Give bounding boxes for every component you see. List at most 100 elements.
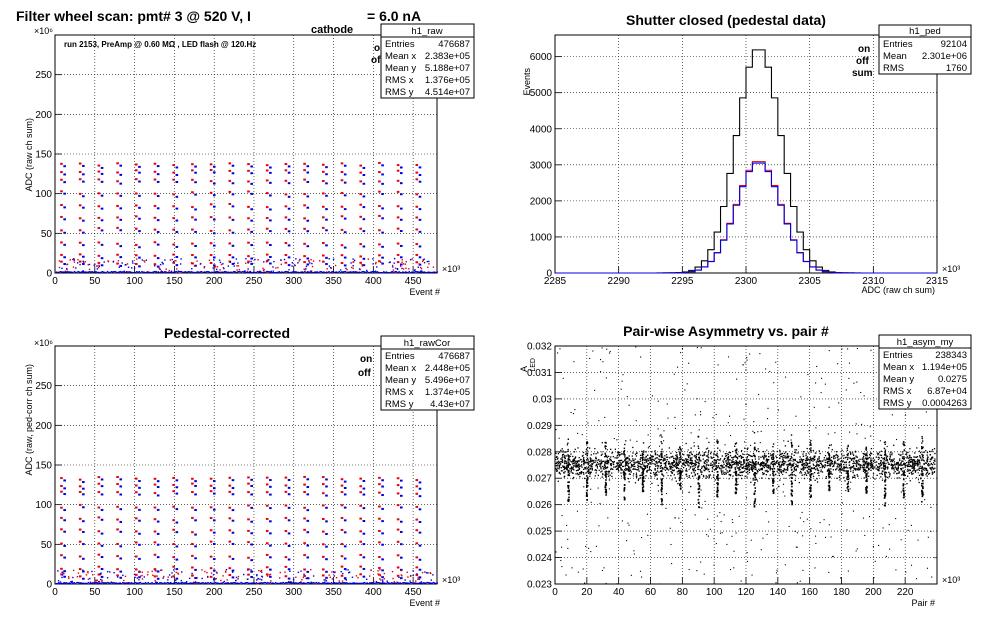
point [778,474,781,477]
point-low [295,576,297,578]
point [920,473,922,475]
point [796,460,798,463]
point-off [287,532,291,535]
point [731,460,733,462]
point [675,466,677,468]
point [913,459,916,461]
point-low [375,580,378,583]
point [909,456,911,458]
point-low [82,270,84,272]
point [910,465,912,468]
point [782,464,785,466]
point [776,460,779,462]
point [786,453,789,455]
point [855,455,857,457]
point-low [146,574,149,576]
point-off [399,577,403,580]
point [637,466,639,469]
point [870,469,872,471]
point-floor [114,582,116,584]
point [770,457,773,459]
point [806,462,808,464]
point-on [303,528,306,531]
point-floor [100,271,102,273]
point-off [399,556,403,559]
point-on [191,163,194,166]
point [720,464,723,466]
point [745,468,747,470]
point-low [247,569,249,571]
point [562,453,565,456]
point-low [231,571,234,573]
point [635,468,637,470]
point [800,468,802,470]
point-floor [375,271,377,273]
point-floor [357,582,360,584]
point [662,468,664,470]
point [650,462,652,464]
point [796,465,798,468]
point-low [168,269,171,272]
point [690,463,692,465]
point [636,469,638,471]
point [885,455,887,457]
point-off [399,520,403,523]
point-on [340,228,344,231]
point [915,464,917,466]
point-low [427,266,429,269]
point [705,460,707,462]
point-on [396,574,400,577]
point [662,459,664,461]
point [841,449,843,452]
point-spike [716,439,718,441]
point [793,454,795,456]
point [808,465,810,467]
point [838,466,840,468]
point [629,461,632,464]
point [910,457,912,459]
point [737,463,739,465]
point-low [175,260,177,262]
point-on [378,517,381,520]
point-floor [125,582,128,584]
point-low [220,263,223,266]
point-on [116,555,119,558]
point-low [292,578,295,581]
point-low [246,578,249,580]
point-floor [381,272,384,274]
point-low [361,263,363,266]
point-off [269,208,272,211]
point-on [396,528,400,531]
point-on [172,193,175,196]
point [802,469,804,471]
point-floor [81,271,83,273]
point [854,457,856,459]
point [928,472,931,475]
point [823,457,826,459]
x-tick-label: 50 [89,587,101,598]
point [859,458,861,460]
point-low [263,268,265,271]
point-floor [97,582,100,585]
point [918,467,921,469]
point [765,465,767,468]
point-floor [327,582,329,584]
point-floor [284,582,287,584]
point [748,454,750,456]
point-floor [436,271,439,273]
point-floor [223,270,226,273]
point [628,470,630,473]
point-off [175,508,179,511]
point [604,462,606,464]
point [902,453,904,455]
point [646,465,648,467]
point [569,460,571,462]
point-on [359,553,362,556]
point-floor [383,582,385,584]
point-dip [735,489,738,491]
point-floor [202,271,204,274]
point [892,459,895,461]
point-on [321,483,325,486]
point [807,472,809,474]
